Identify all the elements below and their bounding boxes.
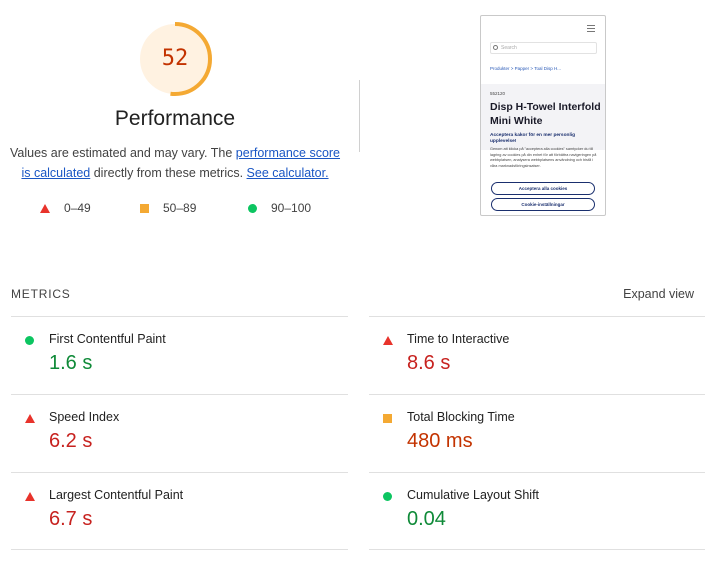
red-triangle-icon (25, 414, 35, 423)
description-middle: directly from these metrics. (90, 166, 247, 180)
red-triangle-icon (25, 492, 35, 501)
screenshot-product-hero (481, 84, 605, 150)
legend-average: 50–89 (140, 200, 196, 216)
orange-square-icon (383, 414, 392, 423)
see-calculator-link[interactable]: See calculator. (246, 166, 329, 180)
legend-good-label: 90–100 (271, 201, 312, 215)
score-gauge-arc (138, 22, 212, 96)
metric-label: First Contentful Paint (49, 332, 166, 346)
metric-value: 6.7 s (49, 508, 93, 530)
red-triangle-icon (40, 203, 50, 213)
screenshot-accept-cookies-button: Acceptera alla cookies (491, 182, 595, 195)
hamburger-menu-icon (587, 25, 595, 34)
metric-value: 1.6 s (49, 352, 93, 374)
screenshot-search-placeholder: Search (501, 45, 517, 51)
metric-label: Cumulative Layout Shift (407, 488, 540, 502)
score-gauge-fill (140, 24, 210, 94)
screenshot-product-name: Disp H-Towel Interfold Mini White (490, 101, 601, 127)
red-triangle-icon (383, 336, 393, 345)
green-circle-icon (25, 336, 34, 345)
metric-total-blocking-time: Total Blocking Time 480 ms (369, 394, 705, 472)
screenshot-cookie-body: Genom att klicka på "acceptera alla cook… (490, 147, 597, 168)
screenshot-breadcrumb: Produkter > Papper > Toal Disp H... (490, 66, 561, 71)
metrics-header: METRICS (11, 287, 71, 301)
score-gauge-ring (138, 22, 212, 96)
metric-label: Time to Interactive (407, 332, 510, 346)
performance-title: Performance (114, 107, 236, 130)
performance-score-value: 52 (161, 46, 189, 71)
legend-good: 90–100 (248, 200, 311, 216)
metric-speed-index: Speed Index 6.2 s (11, 394, 348, 472)
metric-value: 6.2 s (49, 430, 93, 452)
performance-score-link[interactable]: performance score is calculated (21, 146, 341, 180)
orange-square-icon (140, 203, 149, 213)
screenshot-cookie-settings-button: Cookie-inställningar (491, 198, 595, 211)
legend-average-label: 50–89 (163, 201, 197, 215)
description-prefix: Values are estimated and may vary. The (9, 146, 236, 160)
performance-score-gauge: 52 (136, 20, 214, 98)
metric-time-to-interactive: Time to Interactive 8.6 s (369, 316, 705, 394)
legend-poor: 0–49 (40, 200, 91, 216)
search-icon (493, 45, 498, 50)
metric-value: 8.6 s (407, 352, 451, 374)
page-screenshot-thumbnail[interactable]: Search Produkter > Papper > Toal Disp H.… (480, 15, 606, 216)
metric-value: 0.04 (407, 508, 446, 530)
metric-value: 480 ms (407, 430, 473, 452)
metric-first-contentful-paint: First Contentful Paint 1.6 s (11, 316, 348, 394)
metric-label: Largest Contentful Paint (49, 488, 184, 502)
metrics-bottom-divider-left (11, 549, 348, 550)
metrics-bottom-divider-right (369, 549, 705, 550)
performance-description: Values are estimated and may vary. The p… (8, 143, 342, 183)
screenshot-article-number: 552120 (490, 91, 506, 96)
screenshot-cookie-title: Acceptera kakor för en mer personlig upp… (490, 133, 576, 144)
screenshot-search-field: Search (490, 42, 597, 54)
green-circle-icon (383, 492, 392, 501)
metric-largest-contentful-paint: Largest Contentful Paint 6.7 s (11, 472, 348, 550)
metric-cumulative-layout-shift: Cumulative Layout Shift 0.04 (369, 472, 705, 550)
metric-label: Speed Index (49, 410, 120, 424)
legend-poor-label: 0–49 (64, 201, 91, 215)
metric-label: Total Blocking Time (407, 410, 515, 424)
vertical-divider (359, 80, 360, 152)
expand-view-toggle[interactable]: Expand view (623, 287, 694, 301)
green-circle-icon (248, 203, 257, 213)
